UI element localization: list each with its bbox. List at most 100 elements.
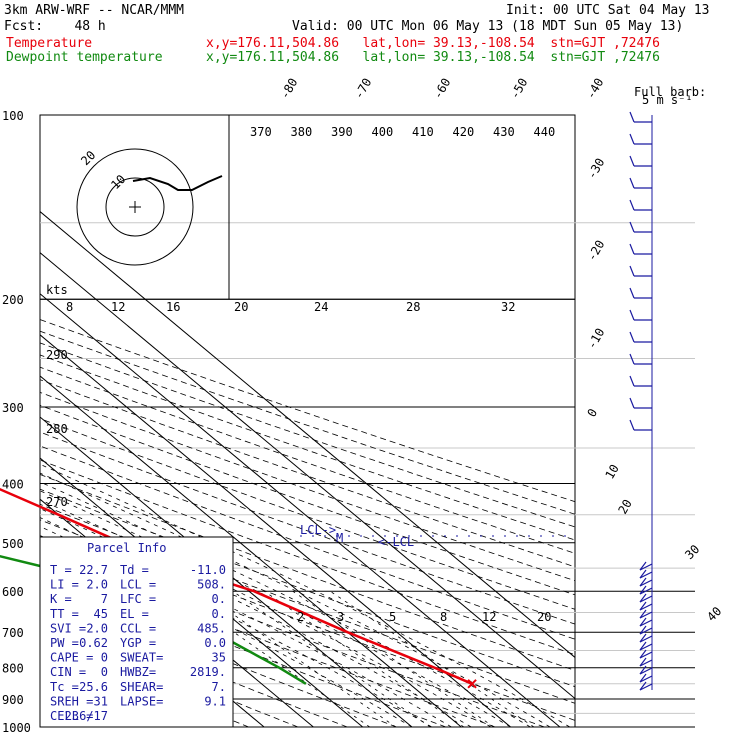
dewpoint-location: x,y=176.11,504.86 lat,lon= 39.13,-108.54… <box>206 50 660 65</box>
valid-time: Valid: 00 UTC Mon 06 May 13 (18 MDT Sun … <box>292 19 684 34</box>
wind-barb-flag <box>639 609 647 619</box>
wind-barb-staff <box>639 563 653 571</box>
dry-adiabat <box>40 503 575 704</box>
wind-barb-flag <box>629 155 635 167</box>
parcel-value: 7. <box>212 680 226 694</box>
dry-adiabats <box>40 319 575 727</box>
wind-barb-flag <box>629 243 635 255</box>
temperature-line <box>0 487 473 685</box>
hodograph-axis-label: kts <box>46 283 68 297</box>
wind-barb-flag <box>629 265 635 277</box>
theta-e-label: 400 <box>372 125 394 139</box>
isotherm-line <box>40 334 511 727</box>
isotherm-label: -80 <box>277 76 300 102</box>
parcel-value: 0 <box>101 665 108 679</box>
wind-barb-staff <box>639 587 653 595</box>
dry-adiabat <box>40 568 446 727</box>
isotherm-line <box>40 416 413 727</box>
wind-barb-flag <box>639 593 647 603</box>
wind-barb-flag <box>639 625 647 635</box>
surface-marker <box>467 679 477 689</box>
parcel-value: 236/17 <box>65 709 108 723</box>
wind-barb-flag <box>639 673 647 683</box>
parcel-value: 7 <box>101 592 108 606</box>
parcel-label: CIN = <box>50 665 86 679</box>
mixing-ratio-line <box>175 590 370 727</box>
pressure-tick-label: 800 <box>2 662 24 676</box>
wind-barb-units: 5 m s⁻¹ <box>642 93 693 107</box>
wind-barb-flag <box>629 221 635 233</box>
wind-barb-flag <box>639 577 647 587</box>
wind-barb-flag <box>629 133 635 145</box>
isotherm-label: 40 <box>704 604 724 624</box>
hodograph-speed-label: 12 <box>111 300 125 314</box>
parcel-value: 2.0 <box>86 621 108 635</box>
wind-barb-title: Full barb: <box>634 85 706 99</box>
wind-barb-flag <box>629 111 635 123</box>
theta-e-label: 380 <box>291 125 313 139</box>
parcel-label: TT = <box>50 607 79 621</box>
parcel-value: 0.62 <box>79 636 108 650</box>
theta-e-label: 440 <box>534 125 556 139</box>
isotherm-label: -20 <box>584 238 607 264</box>
wind-barb-staff <box>639 579 653 587</box>
isotherm-line <box>40 293 561 727</box>
isotherm-label: -40 <box>583 76 606 102</box>
pressure-tick-label: 700 <box>2 626 24 640</box>
hodograph-trace <box>132 175 223 191</box>
wind-barb-flag <box>639 657 647 667</box>
dry-adiabat <box>40 319 575 503</box>
wind-barb-staff <box>639 675 653 683</box>
mixing-ratio-lines <box>175 590 535 727</box>
wind-barb-flag <box>629 199 635 211</box>
isotherm-label: -30 <box>584 156 607 182</box>
dry-adiabat <box>40 431 575 625</box>
wind-barb-staff <box>639 611 653 619</box>
dry-adiabat <box>40 585 397 727</box>
theta-e-label: 410 <box>412 125 434 139</box>
parcel-value: 0 <box>101 651 108 665</box>
temperature-legend: Temperature <box>6 36 93 51</box>
parcel-label: YGP = <box>120 636 156 650</box>
parcel-label: Td = <box>120 563 149 577</box>
wind-barb-flag <box>639 617 647 627</box>
isotherm-label: 30 <box>682 542 702 562</box>
isotherm-line <box>40 457 364 727</box>
parcel-info-title: Parcel Info <box>87 541 166 555</box>
theta-e-label: 430 <box>493 125 515 139</box>
hodograph-ring <box>105 177 165 237</box>
parcel-value: 0.0 <box>204 636 226 650</box>
wind-barb-staff <box>639 619 653 627</box>
parcel-value: 45 <box>94 607 108 621</box>
dewpoint-legend: Dewpoint temperature <box>6 50 163 65</box>
parcel-label: T = <box>50 563 72 577</box>
isotherm-label: 10 <box>602 462 621 482</box>
parcel-value: 2.0 <box>86 578 108 592</box>
wind-barb-flag <box>639 569 647 579</box>
wind-barb-flag <box>629 287 635 299</box>
isotherm-line <box>40 375 462 727</box>
parcel-value: 485. <box>197 621 226 635</box>
parcel-label: Tc = <box>50 680 79 694</box>
parcel-info-box <box>39 536 234 728</box>
hodograph-speed-label: 28 <box>406 300 420 314</box>
parcel-label: EL = <box>120 607 149 621</box>
wind-barb-staff <box>639 595 653 603</box>
dry-adiabat <box>40 445 575 640</box>
parcel-label: LFC = <box>120 592 156 606</box>
wind-barb-staff <box>639 603 653 611</box>
parcel-label: CAPE = <box>50 651 93 665</box>
pressure-tick-label: 900 <box>2 693 24 707</box>
parcel-label: LI = <box>50 578 79 592</box>
theta-e-label: 290 <box>46 348 68 362</box>
mixing-ratio-line <box>232 590 431 727</box>
parcel-label: SREH = <box>50 694 93 708</box>
wind-barb-flag <box>629 309 635 321</box>
wind-barb-staff <box>639 627 653 635</box>
parcel-label: SHEAR= <box>120 680 163 694</box>
pressure-tick-label: 400 <box>2 477 24 491</box>
theta-e-label: 370 <box>250 125 272 139</box>
parcel-value: 0. <box>212 592 226 606</box>
parcel-label: LCL = <box>120 578 156 592</box>
